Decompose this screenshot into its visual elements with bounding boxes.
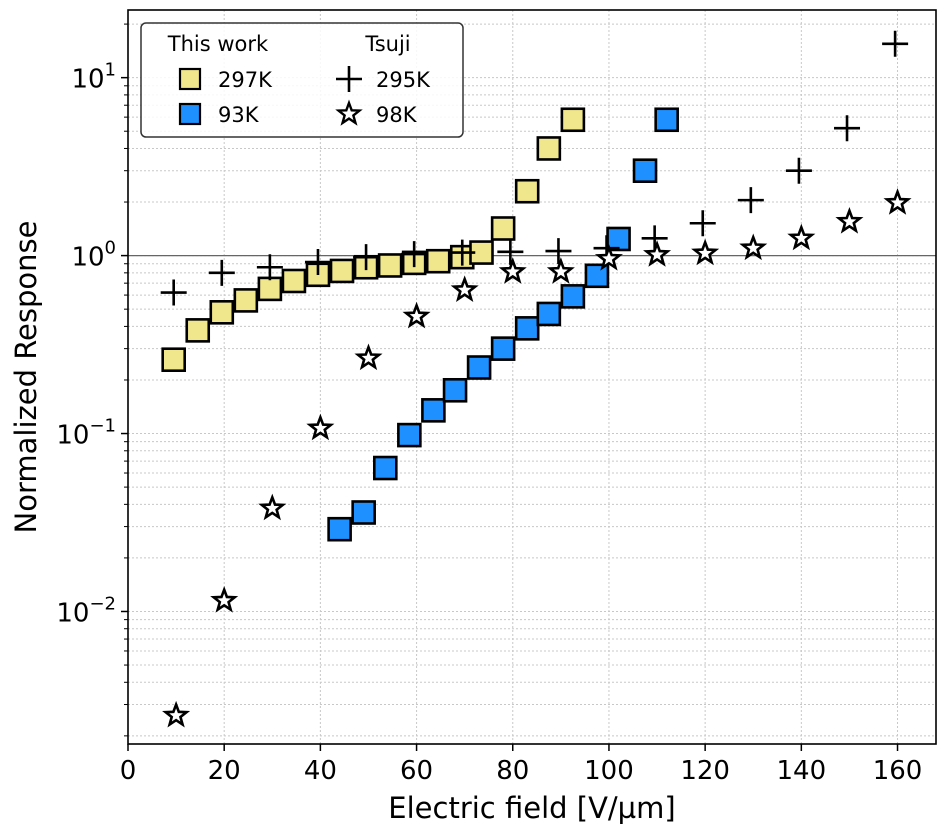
- point-93k: [606, 226, 631, 252]
- y-tick-label: 10−2: [56, 593, 116, 628]
- x-tick-label: 100: [584, 756, 634, 786]
- point-93k: [421, 398, 446, 423]
- point-98k: [498, 257, 527, 284]
- point-93k: [560, 284, 586, 309]
- grid: [127, 10, 936, 744]
- point-98k: [306, 413, 335, 441]
- point-93k: [632, 158, 658, 183]
- x-tick-label: 80: [496, 756, 529, 786]
- point-297k: [281, 268, 307, 294]
- point-93k: [442, 377, 468, 403]
- point-295k: [689, 210, 716, 237]
- point-295k: [449, 239, 476, 266]
- series-295k: [160, 30, 909, 306]
- point-295k: [208, 259, 235, 286]
- legend-marker-295k: [336, 66, 362, 92]
- series-93k: [327, 107, 679, 542]
- point-98k: [162, 700, 191, 728]
- y-tick-label: 100: [71, 238, 116, 273]
- point-295k: [353, 244, 380, 271]
- x-tick-label: 60: [400, 756, 433, 786]
- legend-marker-98k: [335, 99, 363, 126]
- plot-frame: [127, 9, 937, 745]
- point-98k: [691, 238, 720, 266]
- point-297k: [560, 107, 586, 133]
- legend-label-297k: 297K: [218, 68, 273, 92]
- point-295k: [882, 30, 909, 57]
- point-93k: [536, 301, 562, 327]
- legend-label-98k: 98K: [376, 103, 418, 127]
- point-295k: [834, 115, 861, 142]
- x-tick-label: 20: [208, 756, 241, 786]
- point-98k: [643, 240, 672, 267]
- point-297k: [185, 318, 211, 343]
- y-tick-label: 101: [71, 60, 116, 95]
- point-98k: [546, 257, 575, 284]
- point-93k: [490, 336, 516, 361]
- legend-label-93k: 93K: [218, 103, 260, 127]
- point-295k: [737, 187, 764, 214]
- point-295k: [545, 238, 572, 265]
- x-tick-label: 0: [120, 756, 137, 786]
- point-297k: [377, 253, 403, 278]
- point-98k: [787, 223, 816, 251]
- axis-ticks: 0 20 40 60 80 100 120 140 160 10−2 10−1 100 101: [56, 23, 923, 786]
- point-93k: [584, 263, 610, 289]
- legend-title-tsuji: Tsuji: [364, 32, 410, 56]
- x-tick-label: 160: [873, 756, 923, 786]
- legend-label-295k: 295K: [376, 68, 431, 92]
- point-297k: [329, 258, 355, 284]
- series-98k: [162, 188, 912, 728]
- data-points: [160, 30, 912, 728]
- point-93k: [654, 107, 679, 133]
- point-93k: [466, 355, 492, 380]
- point-297k: [425, 248, 451, 274]
- legend-marker-297k: [178, 67, 202, 91]
- point-295k: [304, 249, 331, 276]
- point-93k: [397, 422, 422, 448]
- point-295k: [256, 254, 283, 281]
- point-98k: [883, 188, 912, 215]
- x-tick-label: 140: [777, 756, 827, 786]
- legend-frame: [140, 22, 464, 138]
- point-93k: [514, 316, 540, 341]
- legend-title-this-work: This work: [167, 32, 269, 56]
- point-98k: [450, 275, 479, 303]
- point-297k: [209, 300, 235, 325]
- point-297k: [161, 347, 186, 372]
- point-297k: [514, 178, 540, 204]
- point-93k: [373, 455, 398, 481]
- point-93k: [327, 516, 352, 542]
- point-98k: [354, 343, 383, 371]
- point-295k: [160, 279, 187, 306]
- x-tick-label: 120: [680, 756, 730, 786]
- point-98k: [594, 244, 623, 271]
- point-295k: [785, 157, 812, 184]
- point-98k: [835, 206, 864, 234]
- point-98k: [258, 493, 287, 521]
- legend-marker-93k: [178, 102, 202, 126]
- legend: This work Tsuji 297K 93K 295K 98K: [140, 22, 464, 138]
- point-98k: [402, 301, 431, 329]
- x-tick-label: 40: [304, 756, 337, 786]
- point-297k: [257, 276, 283, 302]
- point-297k: [233, 288, 259, 313]
- x-axis-title: Electric field [V/µm]: [388, 791, 675, 825]
- y-axis-title: Normalized Response: [9, 221, 43, 534]
- point-295k: [401, 241, 428, 268]
- point-295k: [497, 238, 524, 265]
- point-93k: [351, 500, 376, 525]
- point-297k: [536, 136, 562, 161]
- point-98k: [739, 233, 768, 261]
- point-98k: [210, 585, 239, 613]
- y-tick-label: 10−1: [56, 416, 116, 451]
- point-297k: [490, 216, 516, 241]
